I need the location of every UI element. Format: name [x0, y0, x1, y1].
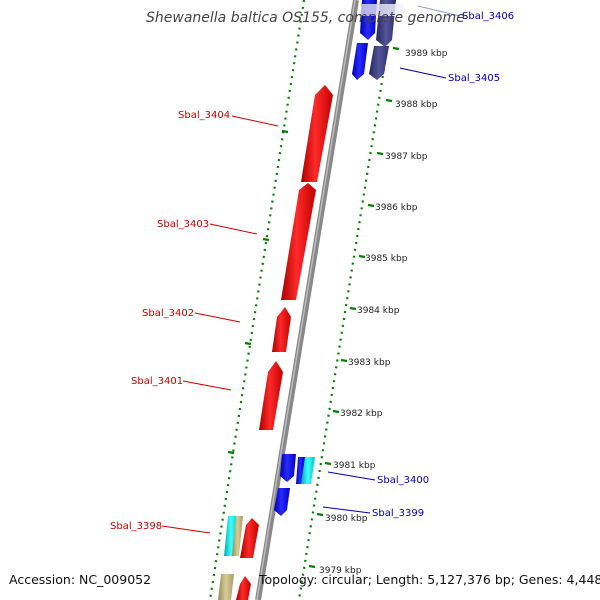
gene-label-sbal-3400[interactable]: Sbal_3400 [377, 475, 429, 486]
gene-sbal-3402-arrow[interactable] [272, 307, 291, 352]
genome-backbone [255, 0, 359, 600]
gene-sbal-3403-arrow[interactable] [281, 183, 316, 300]
left-major-ticks [227, 129, 289, 455]
scale-label-3984: 3984 kbp [357, 306, 400, 316]
gene-sbal-3404-arrow[interactable] [301, 85, 333, 182]
map-title: Shewanella baltica OS155, complete genom… [146, 10, 465, 26]
gene-tan-block-lower[interactable] [218, 574, 234, 600]
topology-summary: Topology: circular; Length: 5,127,376 bp… [259, 572, 600, 587]
accession-text: Accession: NC_009052 [9, 572, 152, 587]
scale-label-3986: 3986 kbp [375, 203, 418, 213]
gene-label-sbal-3406[interactable]: Sbal_3406 [462, 11, 514, 22]
scale-label-3985: 3985 kbp [365, 254, 408, 264]
scale-label-3979: 3979 kbp [319, 566, 362, 576]
scale-label-3980: 3980 kbp [325, 514, 368, 524]
gene-label-sbal-3399[interactable]: Sbal_3399 [372, 508, 424, 519]
scale-label-3987: 3987 kbp [385, 152, 428, 162]
right-major-ticks [308, 46, 400, 569]
gene-label-sbal-3402[interactable]: Sbal_3402 [142, 308, 194, 319]
gene-sbal-3399-arrow[interactable] [274, 488, 290, 516]
gene-label-sbal-3404[interactable]: Sbal_3404 [178, 110, 230, 121]
scale-label-3983: 3983 kbp [348, 358, 391, 368]
gene-label-sbal-3405[interactable]: Sbal_3405 [448, 73, 500, 84]
leader-lines [161, 5, 461, 534]
gene-label-sbal-3401[interactable]: Sbal_3401 [131, 376, 183, 387]
gene-red-lower-arrow[interactable] [236, 576, 251, 600]
gene-tan-block[interactable] [232, 516, 243, 556]
gene-sbal-3400-arrow[interactable] [301, 457, 315, 484]
scale-label-3982: 3982 kbp [340, 409, 383, 419]
gene-label-sbal-3403[interactable]: Sbal_3403 [157, 219, 209, 230]
gene-sbal-3400a-arrow[interactable] [280, 454, 296, 482]
gene-label-sbal-3398[interactable]: Sbal_3398 [110, 521, 162, 532]
genome-backbone-highlight [256, 0, 356, 600]
gene-sbal-3398-arrow[interactable] [240, 518, 259, 558]
gene-sbal-3401-arrow[interactable] [259, 361, 283, 430]
gene-sbal-3405-arrow[interactable] [352, 43, 368, 80]
scale-label-3988: 3988 kbp [395, 100, 438, 110]
scale-label-3981: 3981 kbp [333, 461, 376, 471]
gene-sbal-3405b-arrow[interactable] [369, 46, 389, 80]
gene-sbal-3406-pale-block [360, 4, 404, 16]
scale-label-3989: 3989 kbp [405, 49, 448, 59]
